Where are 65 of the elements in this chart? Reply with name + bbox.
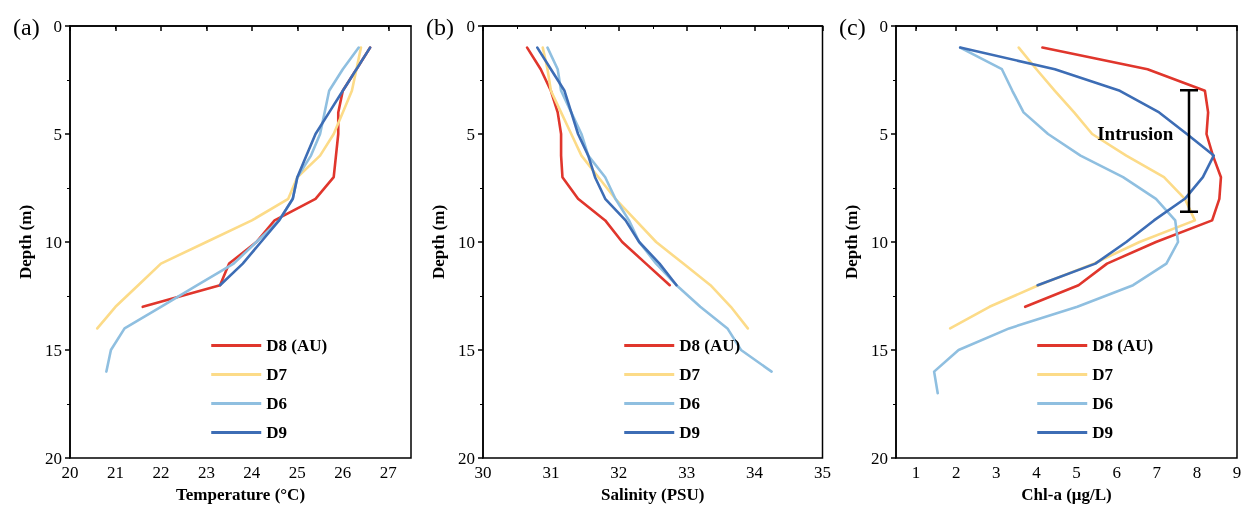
y-tick-label: 20 <box>458 448 475 468</box>
x-tick-label: 24 <box>243 463 261 482</box>
chart-title: (a) <box>13 14 40 40</box>
x-tick-label: 33 <box>678 463 696 482</box>
x-tick-label: 35 <box>814 463 831 482</box>
x-tick-label: 2 <box>951 463 961 482</box>
y-tick-label: 5 <box>466 124 475 144</box>
x-tick-label: 27 <box>379 463 398 482</box>
x-tick-label: 5 <box>1072 463 1081 482</box>
line-series <box>958 46 1216 287</box>
x-tick-label: 25 <box>288 463 306 482</box>
y-tick-label: 10 <box>871 232 888 252</box>
x-tick-label: 30 <box>474 463 492 482</box>
x-axis-title: Salinity (PSU) <box>601 485 705 504</box>
x-tick-label: 4 <box>1032 463 1042 482</box>
x-tick-label: 23 <box>197 463 215 482</box>
y-tick-label: 15 <box>458 340 475 360</box>
x-tick-label: 8 <box>1192 463 1202 482</box>
legend-label: D7 <box>1092 365 1114 384</box>
x-tick-label: 3 <box>992 463 1001 482</box>
y-tick-label: 0 <box>53 16 62 36</box>
line-series <box>218 46 372 287</box>
legend-label: D7 <box>266 365 288 384</box>
x-tick-label: 32 <box>610 463 628 482</box>
x-tick-label: 1 <box>911 463 921 482</box>
annotation: Intrusion <box>1097 122 1174 144</box>
chart-title: (c) <box>839 14 866 40</box>
x-axis-title: Temperature (°C) <box>175 485 306 504</box>
y-axis-title: Depth (m) <box>842 204 862 280</box>
y-tick-label: 15 <box>45 340 62 360</box>
y-tick-label: 0 <box>879 16 888 36</box>
x-tick-label: 7 <box>1152 463 1162 482</box>
line-series <box>932 46 1180 395</box>
legend-label: D8 (AU) <box>679 336 741 355</box>
x-tick-label: 31 <box>542 463 560 482</box>
x-tick-label: 6 <box>1112 463 1121 482</box>
x-tick-label: 22 <box>152 463 170 482</box>
line-series <box>95 46 363 330</box>
x-tick-label: 34 <box>746 463 764 482</box>
legend-label: D7 <box>679 365 701 384</box>
x-tick-label: 9 <box>1232 463 1242 482</box>
y-tick-label: 20 <box>45 448 62 468</box>
x-axis-title: Chl-a (μg/L) <box>1021 485 1112 504</box>
y-axis-title: Depth (m) <box>16 204 36 280</box>
legend-label: D6 <box>679 394 701 413</box>
legend-label: D9 <box>1092 423 1114 442</box>
y-tick-label: 10 <box>458 232 475 252</box>
line-series <box>541 46 750 330</box>
line-series <box>1023 46 1223 309</box>
legend-label: D9 <box>679 423 701 442</box>
chart-title: (b) <box>426 14 454 40</box>
x-tick-label: 21 <box>106 463 124 482</box>
legend-label: D6 <box>266 394 288 413</box>
y-tick-label: 5 <box>53 124 62 144</box>
legend-label: D9 <box>266 423 288 442</box>
y-tick-label: 0 <box>466 16 475 36</box>
y-tick-label: 5 <box>879 124 888 144</box>
legend-label: D8 (AU) <box>266 336 328 355</box>
x-tick-label: 26 <box>334 463 352 482</box>
y-tick-label: 15 <box>871 340 888 360</box>
y-tick-label: 20 <box>871 448 888 468</box>
y-tick-label: 10 <box>45 232 62 252</box>
legend-label: D8 (AU) <box>1092 336 1154 355</box>
y-axis-title: Depth (m) <box>429 204 449 280</box>
legend-label: D6 <box>1092 394 1114 413</box>
